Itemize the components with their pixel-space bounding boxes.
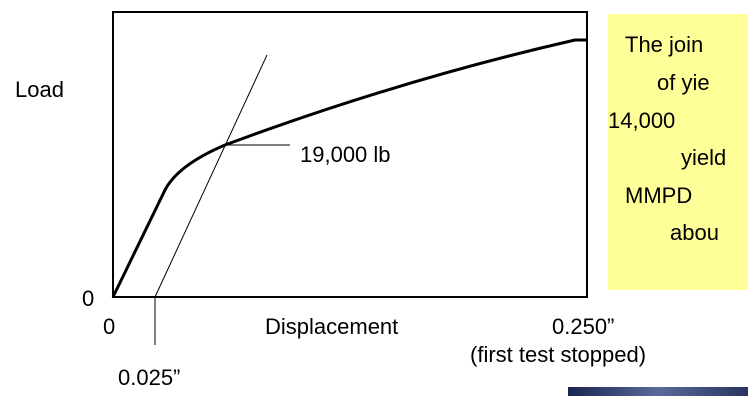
photo-edge bbox=[568, 387, 748, 396]
yield-label: 19,000 lb bbox=[300, 142, 391, 167]
offset-label: 0.025” bbox=[118, 365, 180, 390]
offset-line bbox=[154, 54, 268, 298]
x-end: 0.250” bbox=[552, 314, 614, 339]
note-line: yield bbox=[681, 145, 726, 170]
x-label: Displacement bbox=[265, 314, 398, 339]
plot-frame bbox=[112, 11, 588, 298]
note-line: abou bbox=[670, 220, 719, 245]
x-end-note: (first test stopped) bbox=[470, 342, 646, 367]
load-curve bbox=[111, 38, 587, 298]
note-line: The join bbox=[625, 32, 703, 57]
note-lines: The join of yie 14,000 yield MMPD abou bbox=[608, 32, 726, 245]
y-label: Load bbox=[15, 77, 64, 102]
note-line: of yie bbox=[657, 70, 710, 95]
note-box bbox=[608, 14, 748, 290]
x-origin: 0 bbox=[103, 314, 115, 339]
note-line: MMPD bbox=[625, 183, 692, 208]
y-origin: 0 bbox=[82, 286, 94, 311]
note-line: 14,000 bbox=[608, 108, 675, 133]
